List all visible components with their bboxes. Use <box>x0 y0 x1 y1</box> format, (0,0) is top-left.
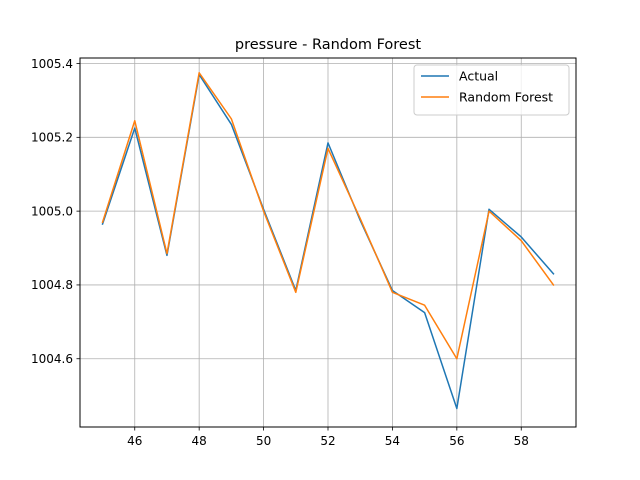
chart-title: pressure - Random Forest <box>235 37 422 53</box>
x-tick-label: 52 <box>320 434 335 448</box>
series-line-random-forest <box>101 72 555 360</box>
y-tick-label: 1005.0 <box>31 204 73 218</box>
y-tick-label: 1004.8 <box>31 278 73 292</box>
legend-label-actual: Actual <box>459 69 498 84</box>
grid <box>80 58 576 427</box>
y-tick-label: 1004.6 <box>31 352 73 366</box>
series-lines <box>101 72 555 410</box>
legend: Actual Random Forest <box>413 64 570 116</box>
legend-box <box>413 64 570 116</box>
y-tick-label: 1005.2 <box>31 131 73 145</box>
x-tick-label: 56 <box>449 434 464 448</box>
x-tick-label: 46 <box>127 434 142 448</box>
y-tick-label: 1005.4 <box>31 57 73 71</box>
x-tick-label: 58 <box>514 434 529 448</box>
legend-label-random-forest: Random Forest <box>459 90 553 105</box>
x-tick-label: 54 <box>385 434 400 448</box>
x-tick-label: 50 <box>256 434 271 448</box>
x-tick-label: 48 <box>192 434 207 448</box>
axis-ticks: 46 48 50 52 54 56 58 1004.6 1004.8 1005.0 1005.2 10… <box>31 57 529 448</box>
